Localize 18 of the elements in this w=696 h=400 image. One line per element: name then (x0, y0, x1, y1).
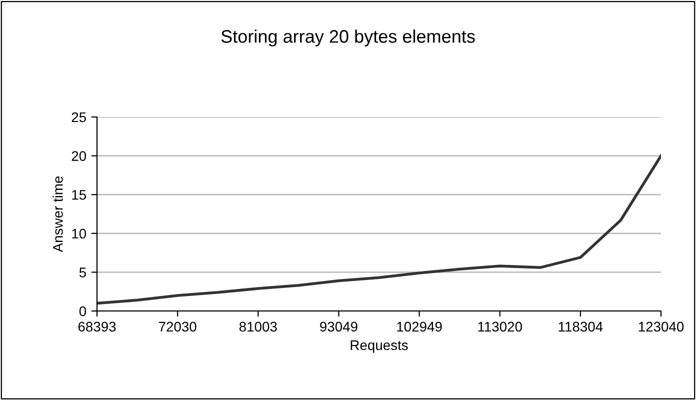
x-tick-label: 81003 (239, 322, 277, 332)
y-tick-label: 15 (72, 190, 86, 200)
y-tick-label: 0 (79, 306, 86, 316)
y-tick-label: 20 (72, 151, 86, 161)
x-tick-label: 102949 (397, 322, 442, 332)
x-tick-label: 113020 (478, 322, 522, 332)
line-series (97, 154, 661, 305)
x-tick-label: 72030 (158, 322, 196, 332)
x-tick-label: 118304 (558, 322, 603, 332)
chart-title: Storing array 20 bytes elements (221, 30, 475, 46)
y-axis-title: Answer time (52, 176, 63, 252)
x-axis-title: Requests (350, 340, 408, 353)
y-tick-label: 5 (79, 268, 86, 278)
x-tick-label: 123040 (638, 322, 684, 332)
x-tick-label: 68393 (78, 322, 116, 332)
x-tick-label: 93049 (320, 322, 358, 332)
y-tick-label: 25 (72, 112, 86, 122)
y-tick-label: 10 (72, 228, 86, 239)
